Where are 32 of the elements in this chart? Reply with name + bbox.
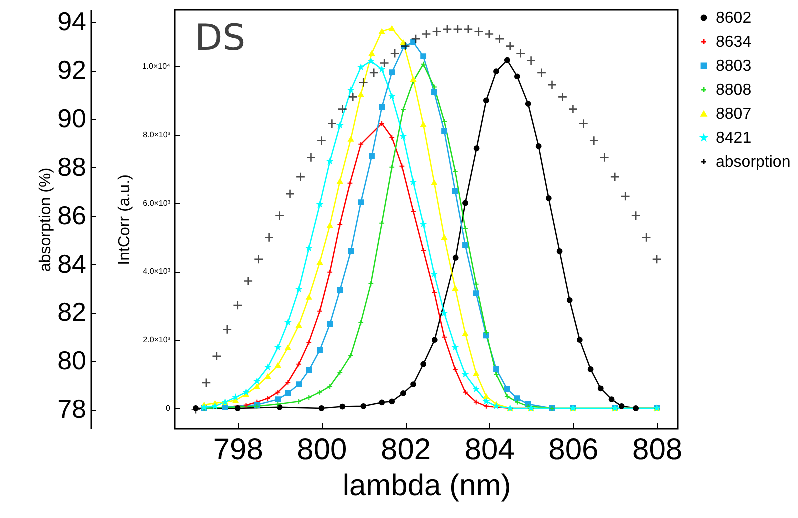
y2-tick-label: 88 xyxy=(58,152,86,182)
y-tick-label: 8.0×10³ xyxy=(143,130,171,140)
x-tick-label: 802 xyxy=(381,434,432,466)
legend-label: 8808 xyxy=(716,82,752,99)
y2-tick-label: 92 xyxy=(58,55,86,86)
legend-label: 8803 xyxy=(716,58,752,75)
y2-tick-label: 84 xyxy=(58,248,86,279)
y-tick-label: 1.0×10⁴ xyxy=(142,62,172,71)
legend-label: 8807 xyxy=(716,106,752,123)
x-tick-label: 808 xyxy=(632,434,683,466)
y2-tick-label: 78 xyxy=(58,394,86,424)
y-tick-label: 4.0×10³ xyxy=(143,267,171,276)
legend-label: 8634 xyxy=(716,34,752,51)
y2-tick-label: 82 xyxy=(58,297,86,328)
y2-axis-title: absorption (%) xyxy=(38,168,55,272)
x-tick-label: 798 xyxy=(213,434,264,466)
x-axis-title: lambda (nm) xyxy=(342,470,512,502)
y-axis-title: IntCorr (a.u.) xyxy=(116,174,134,266)
y-tick-label: 6.0×10³ xyxy=(143,198,171,208)
x-tick-label: 800 xyxy=(297,434,348,466)
legend-label: 8602 xyxy=(716,10,752,27)
x-tick-label: 804 xyxy=(464,434,515,466)
x-tick-label: 806 xyxy=(548,434,599,466)
y-tick-label: 2.0×10³ xyxy=(143,336,171,345)
legend-label: absorption xyxy=(716,154,791,171)
y2-tick-label: 86 xyxy=(58,200,86,230)
y2-tick-label: 94 xyxy=(58,6,86,37)
legend-label: 8421 xyxy=(716,130,752,147)
y2-tick-label: 90 xyxy=(58,103,86,134)
chart-title: DS xyxy=(195,18,246,59)
y2-tick-label: 80 xyxy=(58,346,86,376)
y-tick-label: 0 xyxy=(166,404,172,413)
